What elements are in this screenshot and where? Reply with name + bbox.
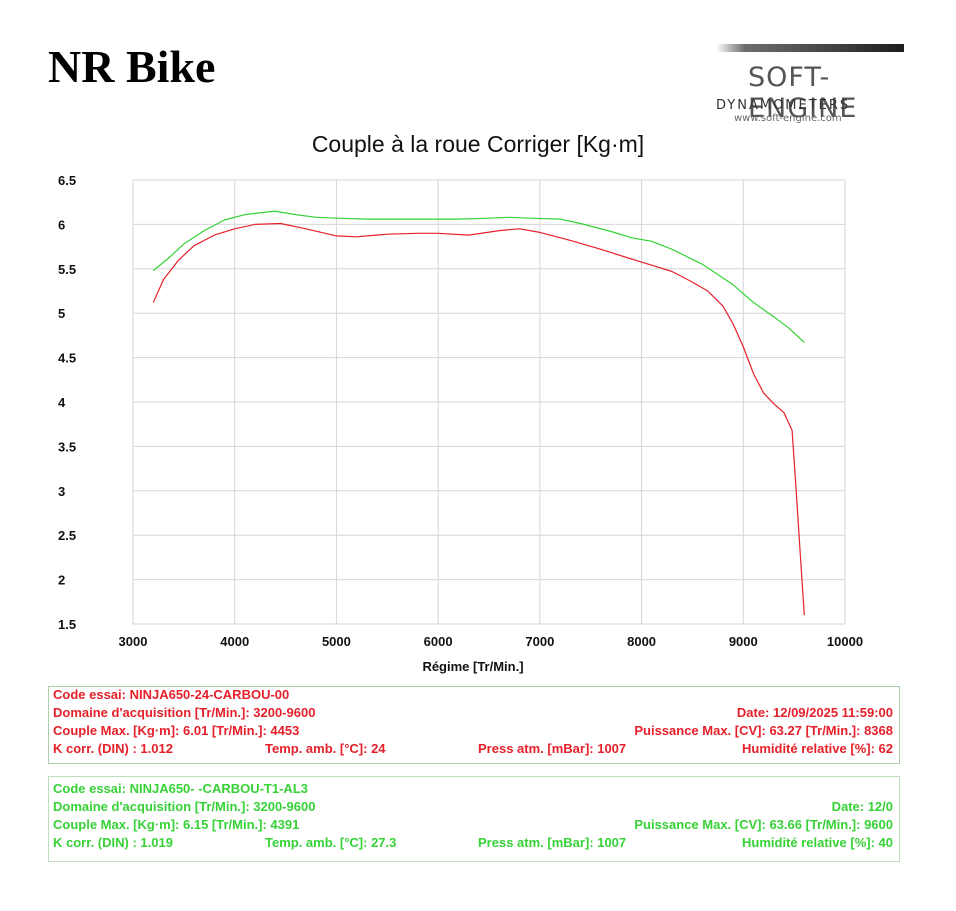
- info-row: Couple Max. [Kg·m]: 6.01 [Tr/Min.]: 4453…: [49, 723, 899, 741]
- y-tick-label: 4.5: [58, 351, 76, 366]
- ambient-temp: Temp. amb. [°C]: 24: [265, 741, 386, 756]
- info-row: K corr. (DIN) : 1.019 Temp. amb. [°C]: 2…: [49, 835, 899, 853]
- y-tick-label: 5.5: [58, 262, 76, 277]
- acquisition-range: Domaine d'acquisition [Tr/Min.]: 3200-96…: [53, 705, 316, 720]
- x-tick-label: 4000: [220, 634, 249, 649]
- y-tick-label: 4: [58, 395, 66, 410]
- y-tick-label: 3.5: [58, 439, 76, 454]
- atm-pressure: Press atm. [mBar]: 1007: [478, 835, 627, 850]
- acquisition-range: Domaine d'acquisition [Tr/Min.]: 3200-96…: [53, 799, 316, 814]
- test-code: Code essai: NINJA650-24-CARBOU-00: [53, 687, 290, 702]
- y-tick-label: 5: [58, 306, 65, 321]
- x-tick-label: 10000: [827, 634, 863, 649]
- logo-url: www.soft-engine.com: [734, 113, 842, 124]
- info-row: Domaine d'acquisition [Tr/Min.]: 3200-96…: [49, 705, 899, 723]
- y-tick-label: 3: [58, 484, 65, 499]
- info-row: K corr. (DIN) : 1.012 Temp. amb. [°C]: 2…: [49, 741, 899, 759]
- torque-chart: 1.5 2 2.5 3 3.5 4 4.5 5 5.5 6 6.5 3000 4000 5000 6000 7…: [58, 173, 863, 649]
- y-tick-label: 6.5: [58, 173, 76, 188]
- max-torque: Couple Max. [Kg·m]: 6.01 [Tr/Min.]: 4453: [53, 723, 300, 738]
- run-info-red: Code essai: NINJA650-24-CARBOU-00 Domain…: [48, 686, 900, 764]
- run-info-green: Code essai: NINJA650- -CARBOU-T1-AL3 Dom…: [48, 776, 900, 862]
- y-tick-label: 1.5: [58, 617, 76, 632]
- info-row: Code essai: NINJA650- -CARBOU-T1-AL3: [49, 781, 899, 799]
- max-power: Puissance Max. [CV]: 63.66 [Tr/Min.]: 96…: [634, 817, 893, 832]
- info-row: Couple Max. [Kg·m]: 6.15 [Tr/Min.]: 4391…: [49, 817, 899, 835]
- max-torque: Couple Max. [Kg·m]: 6.15 [Tr/Min.]: 4391: [53, 817, 300, 832]
- x-tick-label: 8000: [627, 634, 656, 649]
- y-tick-label: 2: [58, 573, 65, 588]
- atm-pressure: Press atm. [mBar]: 1007: [478, 741, 627, 756]
- relative-humidity: Humidité relative [%]: 62: [742, 741, 893, 756]
- x-axis-label: Régime [Tr/Min.]: [422, 659, 524, 674]
- info-row: Code essai: NINJA650-24-CARBOU-00: [49, 687, 899, 705]
- x-tick-label: 5000: [322, 634, 351, 649]
- relative-humidity: Humidité relative [%]: 40: [742, 835, 893, 850]
- brand-title: NR Bike: [48, 41, 216, 92]
- x-tick-label: 7000: [525, 634, 554, 649]
- logo-swoosh: [716, 44, 904, 52]
- series-line-red: [152, 222, 805, 616]
- x-tick-label: 3000: [119, 634, 148, 649]
- k-correction: K corr. (DIN) : 1.019: [53, 835, 173, 850]
- y-tick-label: 6: [58, 217, 65, 232]
- k-correction: K corr. (DIN) : 1.012: [53, 741, 173, 756]
- x-tick-label: 9000: [729, 634, 758, 649]
- test-date: Date: 12/09/2025 11:59:00: [736, 705, 893, 720]
- series-line-green: [152, 210, 805, 343]
- ambient-temp: Temp. amb. [°C]: 27.3: [265, 835, 397, 850]
- y-tick-label: 2.5: [58, 528, 76, 543]
- soft-engine-logo: SOFT-ENGINE DYNAMOMETERS www.soft-engine…: [650, 44, 904, 126]
- info-row: Domaine d'acquisition [Tr/Min.]: 3200-96…: [49, 799, 899, 817]
- logo-wordmark: SOFT-ENGINE: [748, 62, 858, 124]
- test-code: Code essai: NINJA650- -CARBOU-T1-AL3: [53, 781, 308, 796]
- x-tick-label: 6000: [424, 634, 453, 649]
- chart-title: Couple à la roue Corriger [Kg·m]: [311, 131, 645, 157]
- max-power: Puissance Max. [CV]: 63.27 [Tr/Min.]: 83…: [634, 723, 893, 738]
- test-date: Date: 12/0: [831, 799, 893, 814]
- logo-subtitle: DYNAMOMETERS: [716, 98, 851, 113]
